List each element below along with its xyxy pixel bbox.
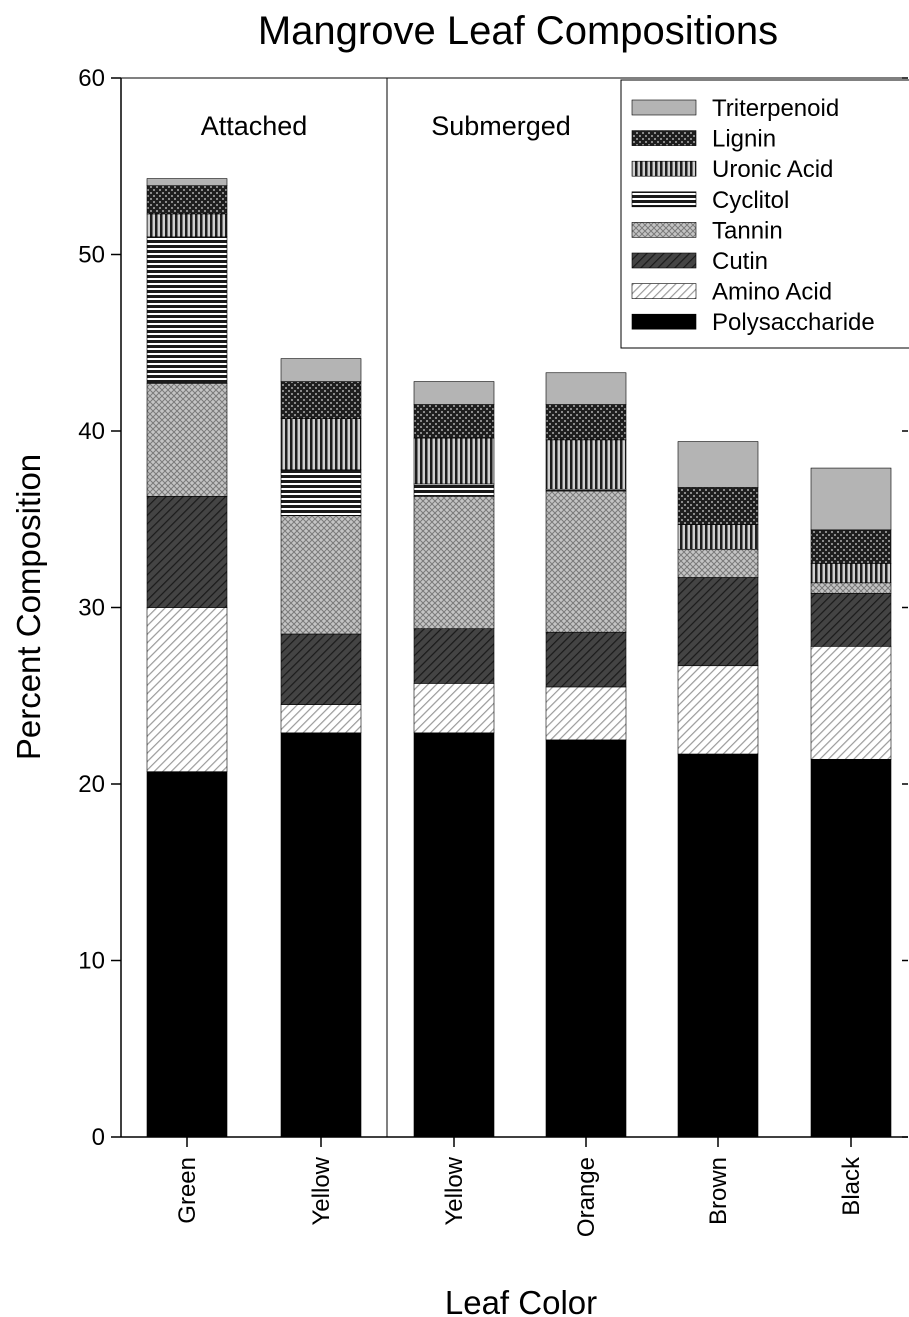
bar-segment: [810, 593, 892, 647]
legend-label: Uronic Acid: [712, 156, 833, 183]
bar-segment: [146, 771, 228, 1138]
legend-swatch: [631, 191, 697, 208]
y-tick-label: 50: [78, 242, 105, 269]
axes: 0 10 20 30 40 50 60 Green Yellow Yellow Orange Brow…: [78, 65, 908, 1237]
bar-segment: [413, 628, 495, 684]
legend-label: Amino Acid: [712, 279, 832, 306]
bar-segment: [280, 381, 362, 419]
legend-swatch: [631, 130, 697, 146]
legend-swatch: [631, 160, 697, 177]
bar-segment: [545, 404, 627, 441]
bar-segment: [146, 236, 228, 384]
bar-segment: [413, 732, 495, 1138]
legend-label: Cyclitol: [712, 187, 789, 214]
y-tick-label: 10: [78, 948, 105, 975]
bar-segment: [280, 469, 362, 517]
y-tick-label: 60: [78, 65, 105, 92]
group-label: Submerged: [431, 111, 571, 141]
legend-swatch: [631, 313, 697, 330]
x-tick-label: Orange: [573, 1157, 600, 1237]
bar-segment: [810, 758, 892, 1138]
bar-segment: [810, 467, 892, 531]
legend: Triterpenoid Lignin Uronic Acid Cyclitol Tan…: [620, 79, 909, 349]
bar-segment: [413, 496, 495, 629]
bar-segment: [413, 437, 495, 485]
y-tick-label: 0: [92, 1124, 105, 1151]
legend-swatch: [631, 252, 697, 269]
legend-label: Triterpenoid: [712, 95, 839, 122]
bar-segment: [677, 577, 759, 667]
bar-segment: [413, 483, 495, 497]
bar-segment: [677, 753, 759, 1138]
bar-segment: [146, 185, 228, 215]
x-axis-label: Leaf Color: [445, 1284, 597, 1317]
group-label: Attached: [201, 111, 308, 141]
x-tick-label: Yellow: [441, 1156, 468, 1225]
legend-label: Tannin: [712, 217, 783, 244]
bar-segment: [545, 631, 627, 688]
bar-segment: [280, 704, 362, 734]
legend-swatch: [631, 99, 697, 116]
chart-title: Mangrove Leaf Compositions: [258, 9, 778, 53]
bar-segment: [810, 582, 892, 594]
bar-segment: [146, 607, 228, 772]
y-tick-label: 20: [78, 771, 105, 798]
bar-segment: [280, 418, 362, 471]
legend-label: Lignin: [712, 126, 776, 153]
x-tick-label: Yellow: [308, 1156, 335, 1225]
y-tick-label: 30: [78, 595, 105, 622]
legend-swatch: [631, 222, 697, 238]
bar-segment: [545, 739, 627, 1138]
x-tick-label: Green: [174, 1157, 201, 1224]
bar-segment: [413, 683, 495, 734]
y-tick-label: 40: [78, 418, 105, 445]
legend-box: [620, 79, 909, 349]
bar-segment: [677, 665, 759, 755]
bar-segment: [146, 178, 228, 186]
x-tick-label: Black: [838, 1156, 865, 1216]
bar-segment: [545, 439, 627, 490]
bar-segment: [413, 404, 495, 439]
legend-swatch: [631, 283, 697, 299]
bar-segment: [545, 686, 627, 741]
bars: [146, 178, 892, 1138]
bar-segment: [677, 487, 759, 525]
y-axis-label: Percent Composition: [10, 454, 47, 760]
bar-segment: [545, 490, 627, 633]
bar-segment: [810, 563, 892, 584]
bar-segment: [810, 529, 892, 564]
bar-segment: [280, 732, 362, 1138]
bar-segment: [146, 496, 228, 608]
bar-segment: [677, 441, 759, 488]
bar-segment: [545, 372, 627, 405]
bar-segment: [146, 383, 228, 497]
x-tick-label: Brown: [705, 1157, 732, 1225]
legend-label: Cutin: [712, 248, 768, 275]
bar-segment: [280, 633, 362, 705]
bar-segment: [280, 358, 362, 382]
bar-segment: [810, 646, 892, 760]
legend-label: Polysaccharide: [712, 309, 875, 336]
bar-segment: [413, 381, 495, 405]
bar-segment: [280, 515, 362, 635]
bar-segment: [677, 524, 759, 550]
bar-segment: [146, 213, 228, 238]
bar-segment: [677, 548, 759, 578]
